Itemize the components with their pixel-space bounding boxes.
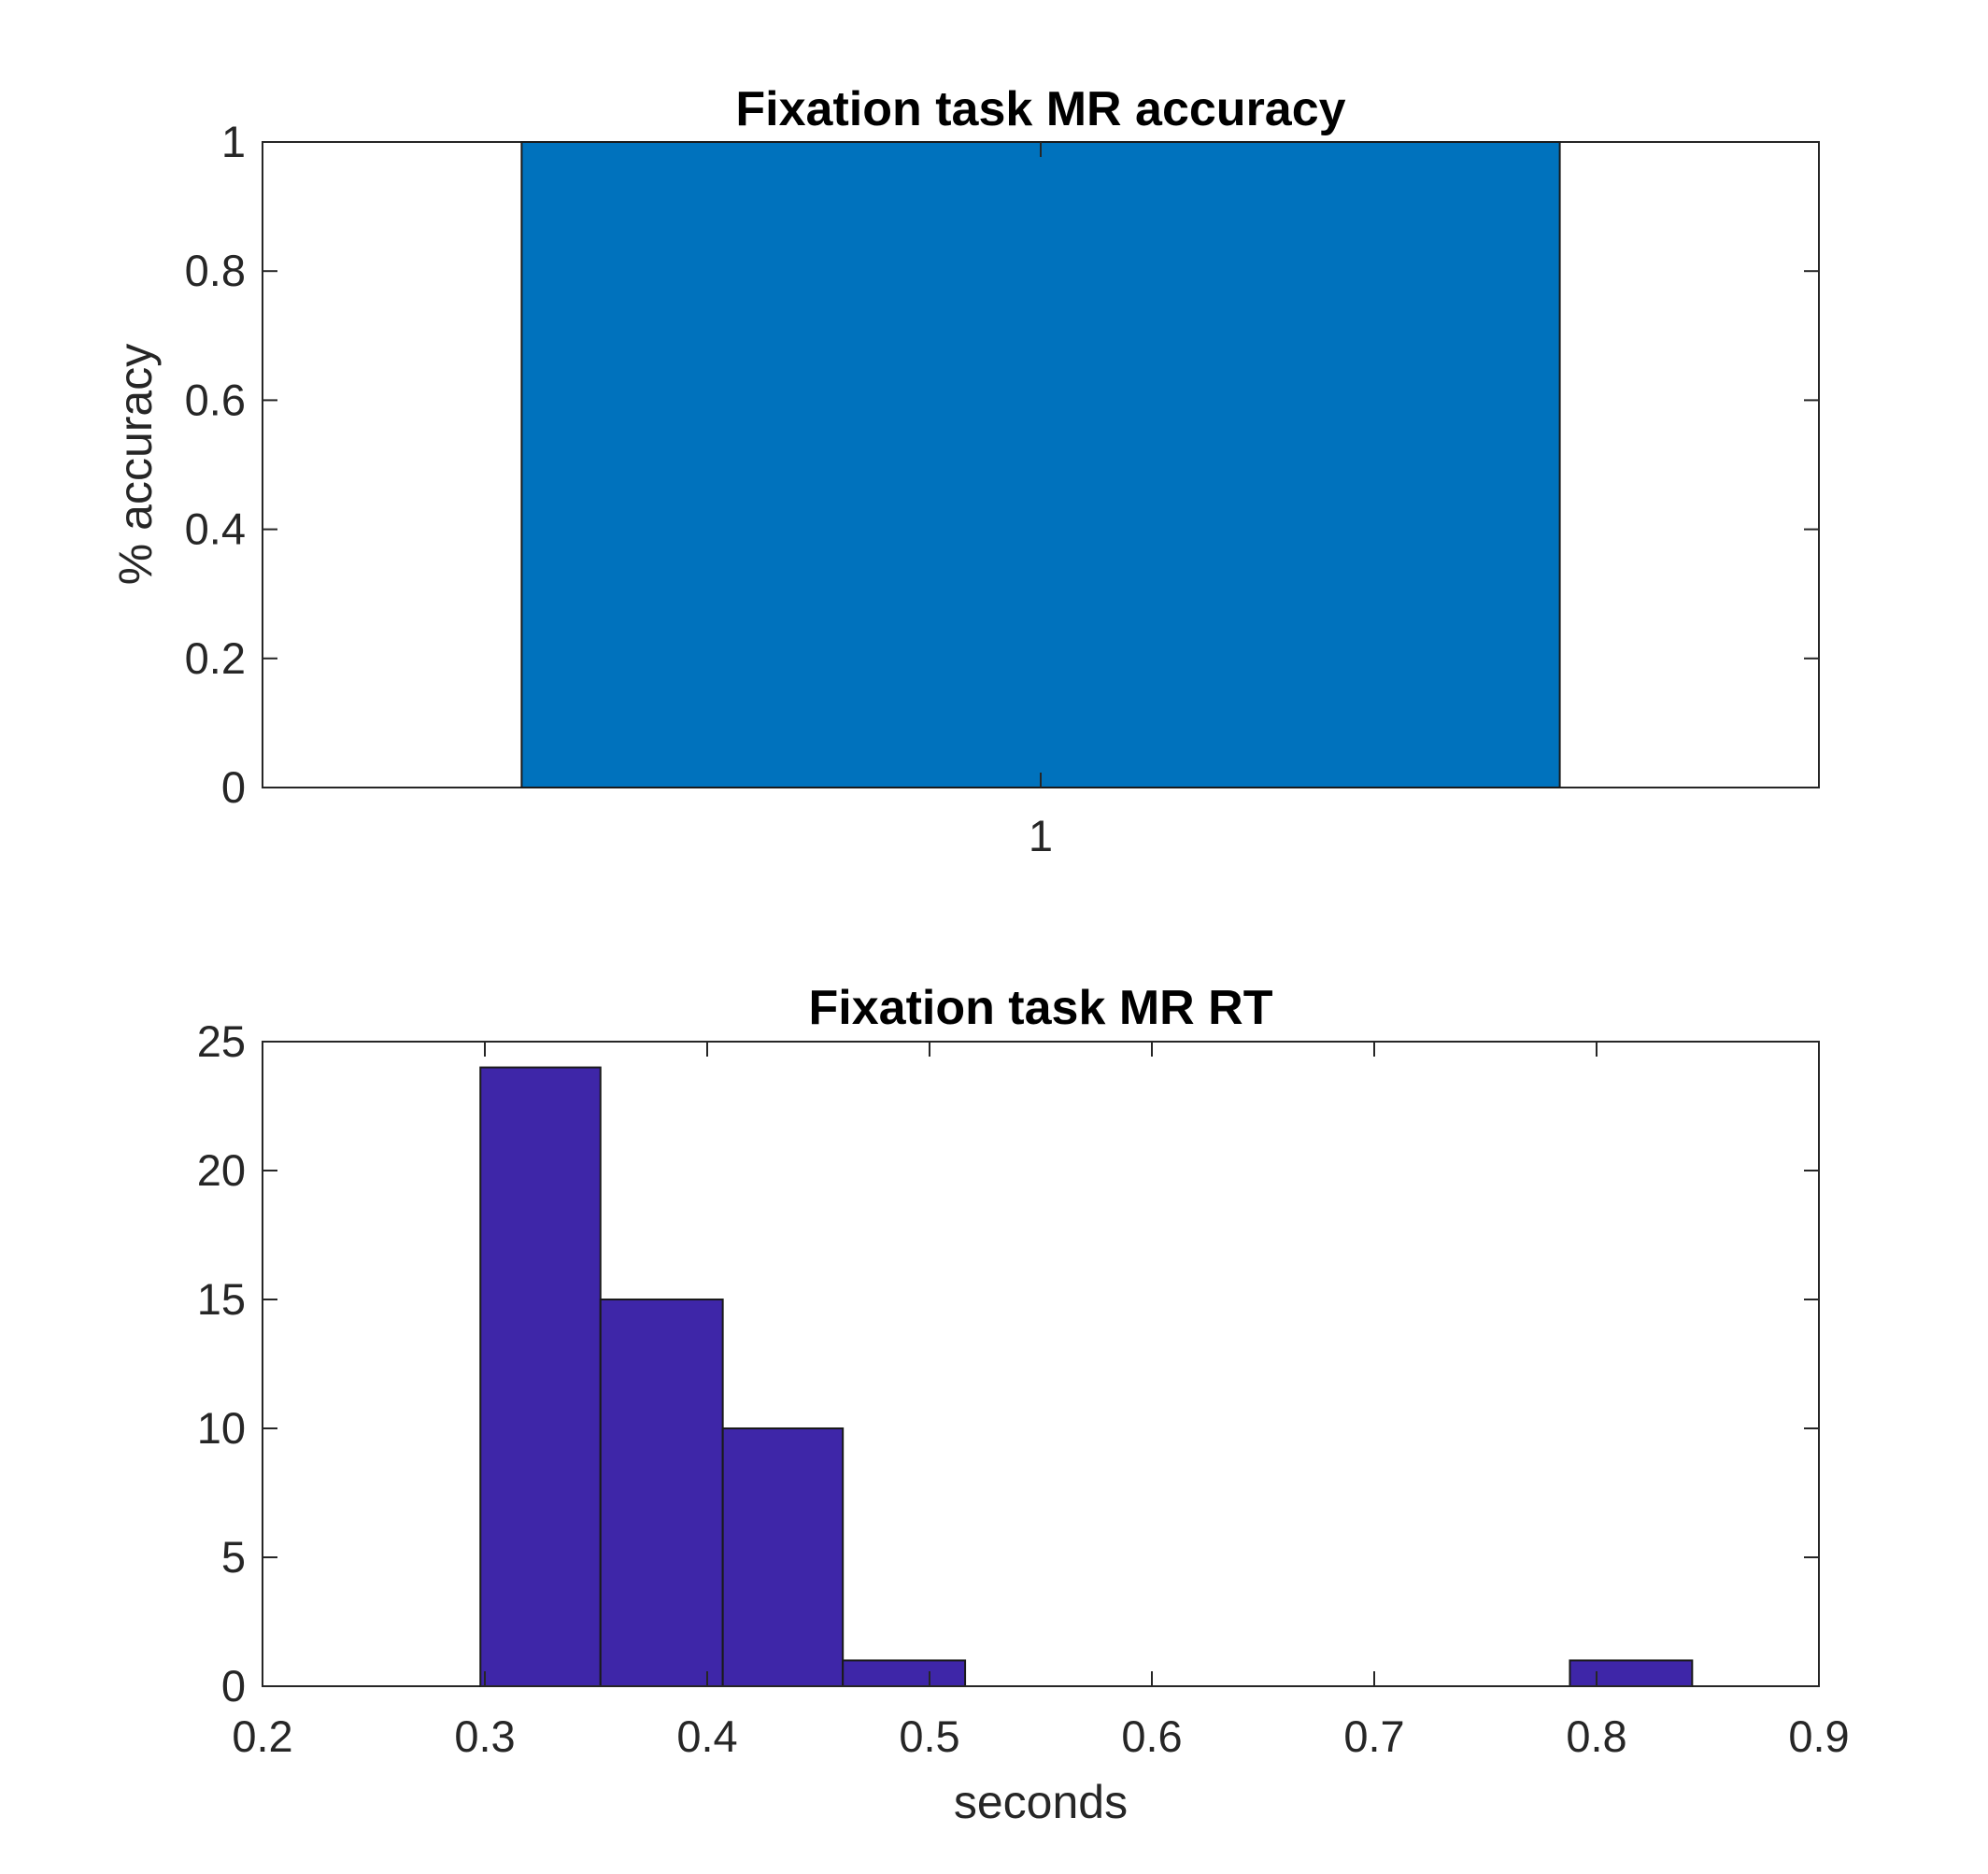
rt-x-axis-label: seconds bbox=[954, 1776, 1128, 1828]
y-tick-label: 10 bbox=[197, 1403, 246, 1453]
histogram-bar bbox=[599, 1299, 724, 1687]
y-tick-label: 15 bbox=[197, 1274, 246, 1324]
y-tick-label: 0.8 bbox=[185, 246, 246, 295]
y-tick-label: 25 bbox=[197, 1016, 246, 1066]
histogram-bar bbox=[721, 1427, 845, 1687]
y-tick-label: 0.2 bbox=[185, 633, 246, 683]
x-tick-label: 0.6 bbox=[1121, 1711, 1182, 1761]
x-tick-label: 0.8 bbox=[1566, 1711, 1626, 1761]
y-tick-label: 0.4 bbox=[185, 504, 246, 554]
rt-histogram-chart: 0 5 10 15 20 25 0.2 0.3 0.4 0.5 0.6 0.7 0.8 0.9 Fixat… bbox=[197, 981, 1850, 1828]
accuracy-chart: 0 0.2 0.4 0.6 0.8 1 1 Fixation task MR accurac… bbox=[109, 82, 1820, 860]
y-tick-label: 0 bbox=[221, 762, 246, 812]
y-tick-label: 5 bbox=[221, 1532, 246, 1582]
y-tick-label: 1 bbox=[221, 117, 246, 166]
x-tick-label: 0.7 bbox=[1343, 1711, 1404, 1761]
y-tick-label: 20 bbox=[197, 1145, 246, 1195]
accuracy-bar bbox=[520, 141, 1561, 788]
x-tick-label: 0.4 bbox=[676, 1711, 737, 1761]
y-tick-label: 0 bbox=[221, 1661, 246, 1711]
x-tick-label: 0.3 bbox=[454, 1711, 515, 1761]
y-tick-label: 0.6 bbox=[185, 375, 246, 424]
histogram-bar bbox=[842, 1659, 967, 1688]
histogram-bar bbox=[479, 1066, 602, 1687]
x-tick-label: 1 bbox=[1029, 811, 1053, 860]
x-tick-label: 0.5 bbox=[899, 1711, 959, 1761]
rt-chart-title: Fixation task MR RT bbox=[809, 981, 1273, 1035]
accuracy-chart-title: Fixation task MR accuracy bbox=[735, 82, 1345, 136]
x-tick-label: 0.2 bbox=[232, 1711, 292, 1761]
histogram-bar bbox=[1569, 1659, 1694, 1688]
accuracy-y-axis-label: % accuracy bbox=[109, 344, 162, 585]
x-tick-label: 0.9 bbox=[1788, 1711, 1849, 1761]
